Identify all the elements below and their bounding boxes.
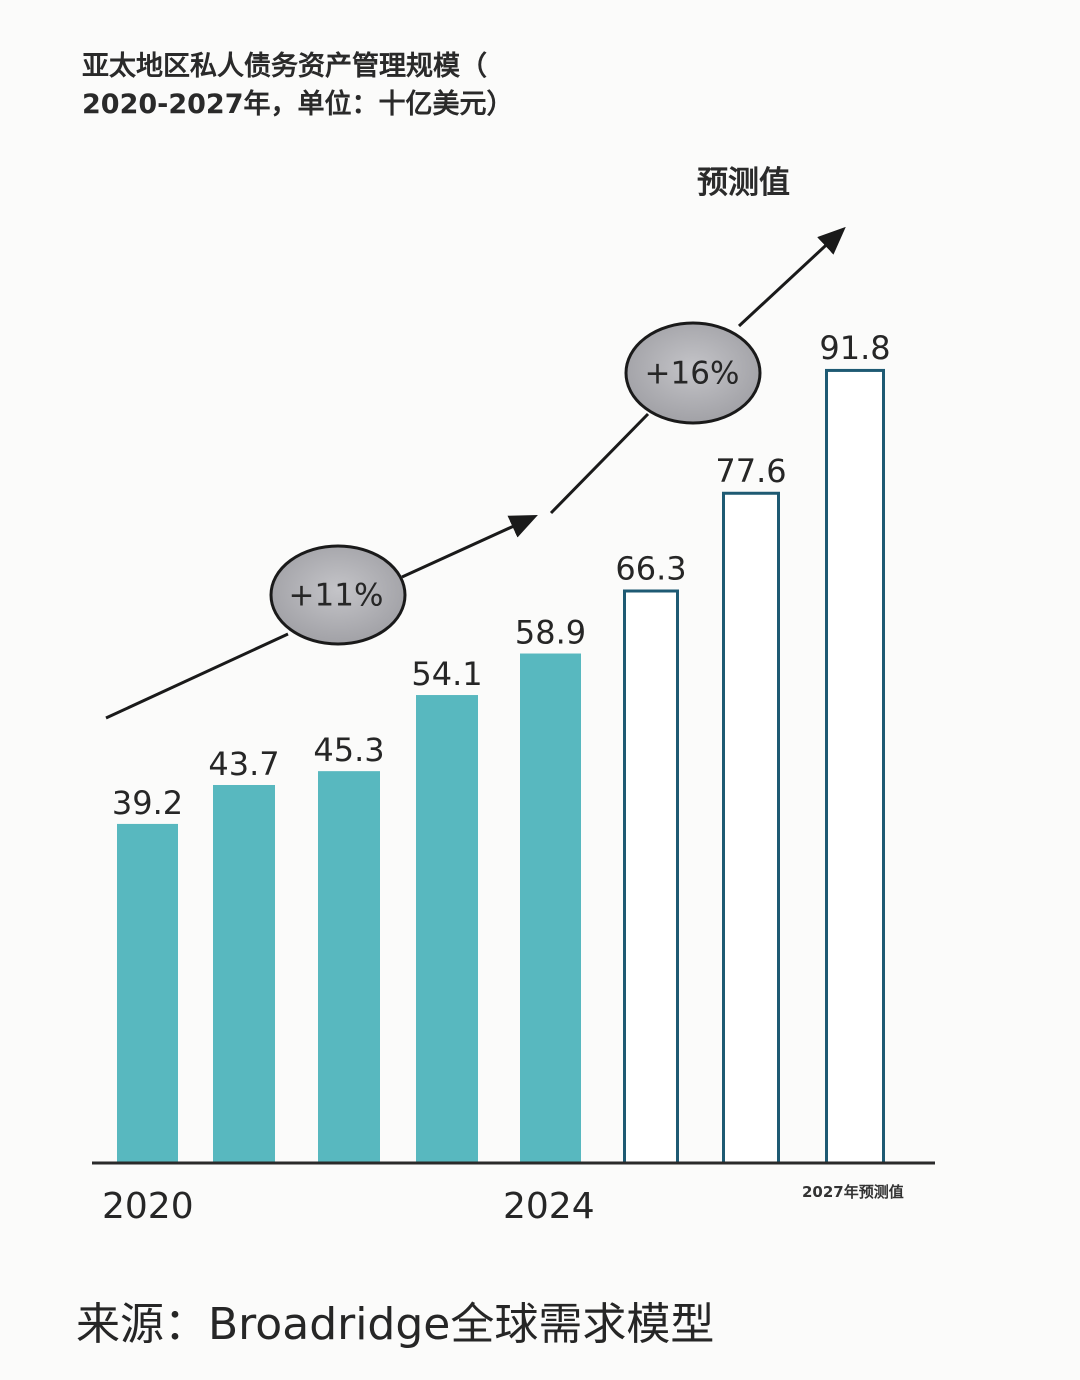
chart-title-line1: 亚太地区私人债务资产管理规模（ <box>82 51 487 82</box>
bar-value-label-2021: 43.7 <box>208 745 279 783</box>
source-note: 来源：Broadridge全球需求模型 <box>76 1299 715 1350</box>
bar-value-label-2026: 77.6 <box>715 452 786 490</box>
growth-badge-forecast: +16% <box>624 321 762 425</box>
actual-bar-2021 <box>213 784 275 1163</box>
bar-value-label-2024: 58.9 <box>515 614 586 652</box>
bar-value-label-2025: 66.3 <box>615 550 686 588</box>
bar-value-label-2023: 54.1 <box>411 655 482 693</box>
x-tick-2024: 2024 <box>503 1186 595 1227</box>
forecast-bar-2026 <box>722 491 780 1165</box>
trend-arrow-historical <box>105 515 538 720</box>
forecast-label: 预测值 <box>697 165 790 201</box>
actual-bar-2024 <box>520 653 581 1163</box>
x-tick-2020: 2020 <box>102 1186 194 1227</box>
growth-badge-historical: +11% <box>269 544 407 646</box>
growth-badge-historical-text: +11% <box>289 578 384 614</box>
growth-badge-forecast-text: +16% <box>645 356 740 392</box>
forecast-bar-2025 <box>623 589 679 1165</box>
chart-title-line2: 2020-2027年，单位：十亿美元） <box>82 89 514 120</box>
bar-value-label-2020: 39.2 <box>112 784 183 822</box>
bars-group: 39.2 43.7 45.3 54.1 58.9 66.3 77.6 91.8 <box>112 329 891 1165</box>
chart-title: 亚太地区私人债务资产管理规模（ 2020-2027年，单位：十亿美元） <box>82 48 602 124</box>
actual-bar-2022 <box>318 771 380 1163</box>
actual-bar-2020 <box>117 823 178 1163</box>
trend-arrow-forecast <box>549 226 846 515</box>
forecast-bar-2027 <box>825 368 885 1165</box>
bar-value-label-2022: 45.3 <box>313 731 384 769</box>
actual-bar-2023 <box>416 695 478 1163</box>
x-note-2027-forecast: 2027年预测值 <box>802 1183 904 1201</box>
bar-value-label-2027: 91.8 <box>819 329 890 367</box>
